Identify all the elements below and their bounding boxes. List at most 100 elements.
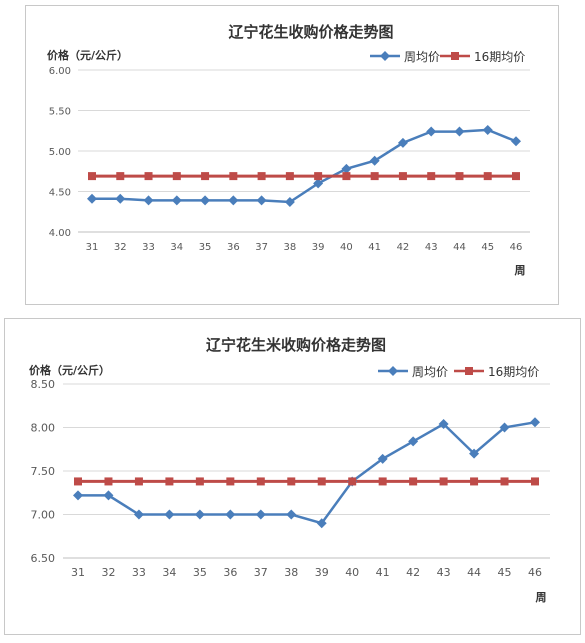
data-point-avg — [512, 172, 520, 181]
data-point-weekly — [426, 126, 437, 137]
data-point-weekly — [284, 197, 295, 208]
data-point-avg — [256, 477, 265, 486]
x-tick-label: 35 — [199, 242, 212, 253]
data-point-avg — [88, 172, 96, 181]
data-point-weekly — [286, 509, 297, 520]
x-tick-label: 38 — [284, 566, 298, 579]
data-point-avg — [398, 172, 407, 181]
x-tick-label: 32 — [101, 566, 115, 579]
data-point-avg — [144, 172, 153, 181]
data-point-avg — [348, 477, 357, 486]
series-line-weekly — [92, 128, 517, 204]
legend-label-weekly: 周均价 — [412, 365, 448, 379]
data-point-avg — [439, 477, 448, 486]
legend-label-weekly: 周均价 — [404, 50, 440, 64]
data-point-avg — [370, 172, 379, 181]
data-point-weekly — [397, 137, 408, 148]
legend: 周均价 16期均价 — [378, 365, 539, 379]
x-tick-label: 45 — [498, 566, 512, 579]
data-point-weekly — [228, 195, 239, 206]
data-point-weekly — [454, 126, 465, 137]
x-axis-label: 周 — [536, 591, 547, 604]
x-tick-label: 40 — [340, 242, 353, 253]
x-tick-label: 38 — [283, 242, 296, 253]
data-point-weekly — [313, 178, 324, 189]
x-tick-label: 35 — [193, 566, 207, 579]
x-tick-label: 44 — [467, 566, 481, 579]
data-point-weekly — [499, 422, 510, 433]
y-tick-label: 4.50 — [49, 188, 71, 199]
plot-area: 6.50 7.00 7.50 8.00 8.50 31 32 33 34 35 36 37 38 39 40… — [31, 378, 550, 579]
x-tick-label: 31 — [71, 566, 85, 579]
plot-area: 4.00 4.50 5.00 5.50 6.00 31 32 33 34 35 36 37 38 39 40… — [49, 66, 530, 253]
x-tick-label: 37 — [254, 566, 268, 579]
x-tick-label: 42 — [406, 566, 420, 579]
chart-panel-2: 辽宁花生米收购价格走势图 价格（元/公斤） 周 周均价 16期均价 6.50 7.… — [4, 318, 581, 635]
x-tick-label: 46 — [510, 242, 523, 253]
data-point-avg — [427, 172, 436, 181]
x-tick-label: 43 — [437, 566, 451, 579]
x-tick-label: 41 — [376, 566, 390, 579]
x-tick-label: 46 — [528, 566, 542, 579]
data-point-weekly — [200, 195, 211, 206]
price-chart-peanut: 辽宁花生收购价格走势图 价格（元/公斤） 周 周均价 16期均价 4.00 4.5… — [47, 23, 530, 277]
x-tick-label: 39 — [315, 566, 329, 579]
data-point-avg — [455, 172, 464, 181]
y-tick-label: 4.00 — [49, 228, 71, 239]
series-line-weekly — [78, 421, 536, 525]
data-point-weekly — [256, 195, 267, 206]
legend-marker-weekly — [380, 51, 390, 61]
x-tick-label: 36 — [227, 242, 240, 253]
x-tick-label: 37 — [255, 242, 268, 253]
data-point-avg — [165, 477, 174, 486]
data-point-avg — [287, 477, 296, 486]
data-point-weekly — [438, 419, 449, 430]
y-tick-label: 7.50 — [31, 465, 56, 478]
data-point-avg — [172, 172, 181, 181]
x-tick-label: 45 — [481, 242, 494, 253]
data-point-weekly — [164, 509, 175, 520]
data-point-avg — [257, 172, 266, 181]
y-tick-label: 8.50 — [31, 378, 56, 391]
data-point-weekly — [143, 195, 154, 206]
x-tick-label: 33 — [142, 242, 155, 253]
data-point-avg — [74, 477, 82, 486]
data-point-avg — [229, 172, 238, 181]
y-tick-label: 6.50 — [31, 552, 56, 565]
data-point-weekly — [408, 436, 419, 447]
y-tick-label: 5.00 — [49, 147, 71, 158]
data-point-weekly — [255, 509, 266, 520]
data-point-avg — [201, 172, 210, 181]
data-point-avg — [104, 477, 113, 486]
data-point-avg — [409, 477, 418, 486]
data-point-avg — [342, 172, 351, 181]
x-tick-label: 41 — [368, 242, 381, 253]
x-tick-label: 44 — [453, 242, 466, 253]
y-tick-label: 6.00 — [49, 66, 71, 77]
x-tick-label: 34 — [162, 566, 176, 579]
legend-marker-avg — [465, 367, 473, 375]
legend-label-avg: 16期均价 — [474, 50, 525, 64]
data-point-weekly — [171, 195, 182, 206]
x-tick-label: 31 — [86, 242, 99, 253]
data-point-weekly — [511, 136, 521, 147]
data-point-avg — [195, 477, 204, 486]
data-point-avg — [483, 172, 492, 181]
chart-title: 辽宁花生收购价格走势图 — [228, 23, 393, 41]
legend: 周均价 16期均价 — [370, 50, 525, 64]
data-point-weekly — [87, 193, 97, 204]
x-tick-label: 40 — [345, 566, 359, 579]
data-point-avg — [378, 477, 387, 486]
data-point-avg — [116, 172, 125, 181]
y-tick-label: 5.50 — [49, 107, 71, 118]
data-point-avg — [317, 477, 326, 486]
x-tick-label: 34 — [170, 242, 183, 253]
x-tick-label: 32 — [114, 242, 127, 253]
data-point-weekly — [103, 490, 114, 501]
data-point-weekly — [115, 193, 126, 204]
x-tick-label: 42 — [397, 242, 410, 253]
data-point-avg — [500, 477, 509, 486]
legend-marker-weekly — [388, 366, 398, 376]
chart-panel-1: 辽宁花生收购价格走势图 价格（元/公斤） 周 周均价 16期均价 4.00 4.5… — [25, 5, 559, 305]
data-point-weekly — [225, 509, 236, 520]
